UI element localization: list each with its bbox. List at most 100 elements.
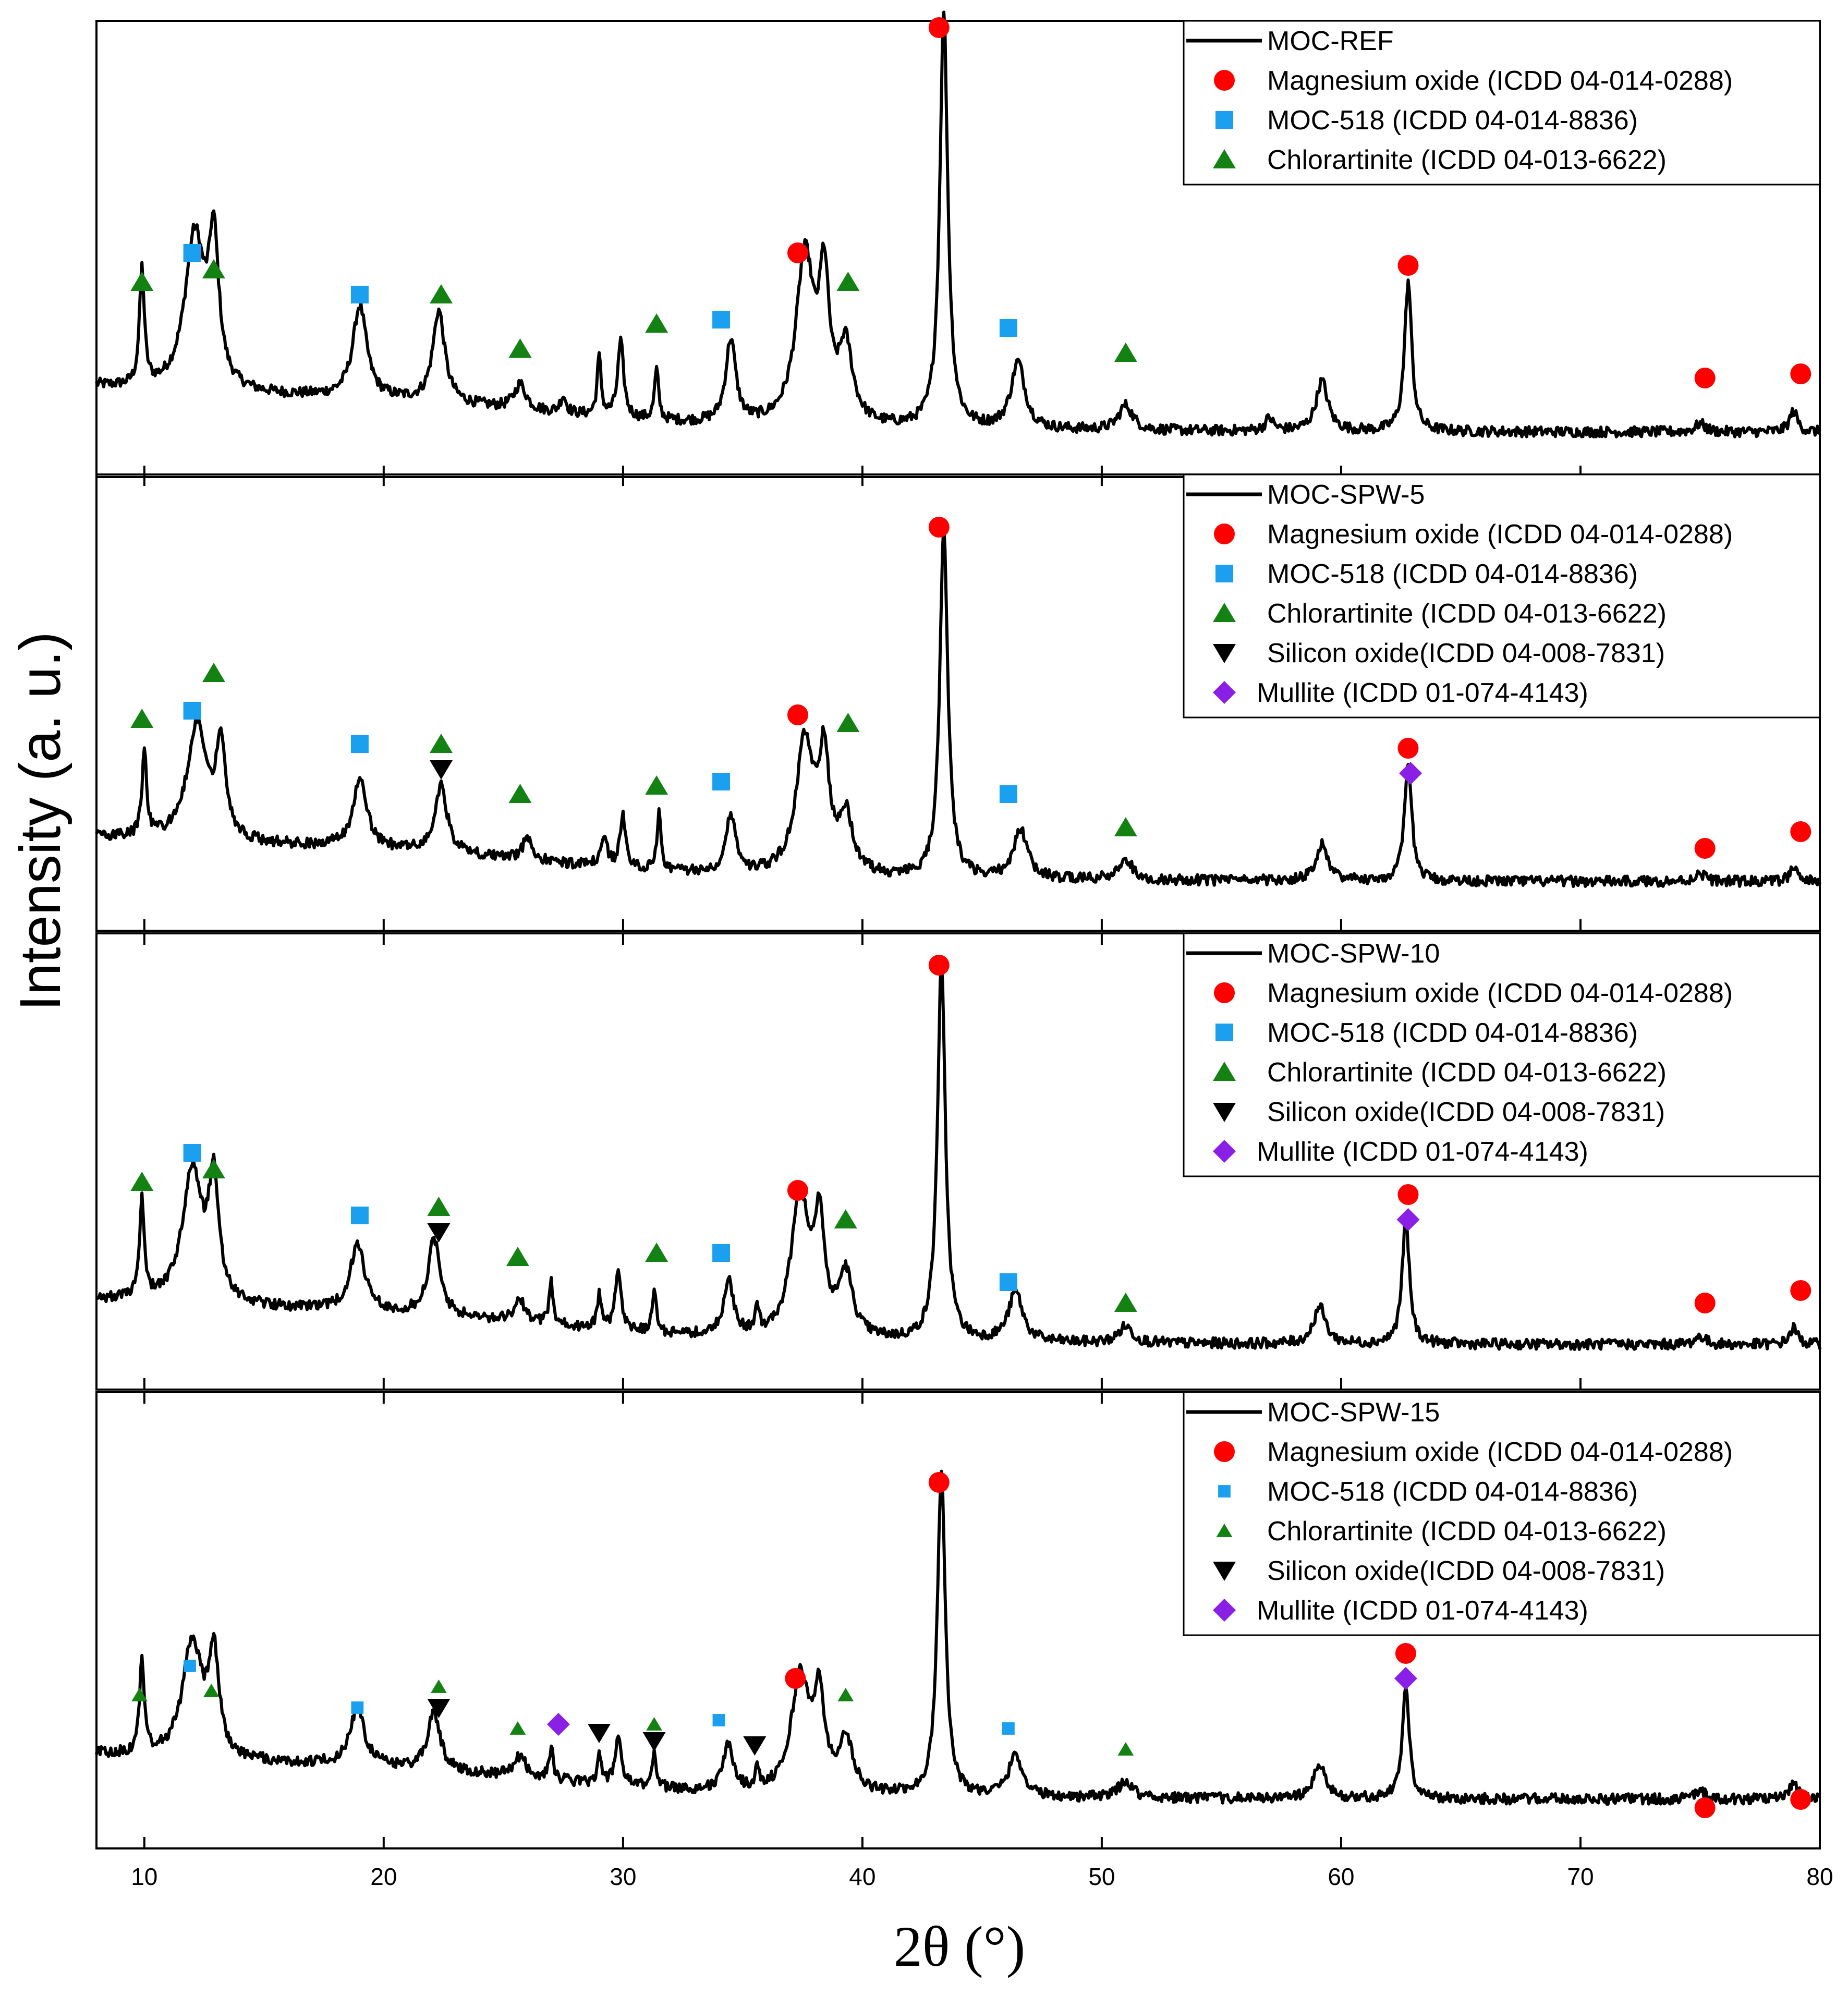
legend-marker-circle bbox=[1214, 524, 1235, 544]
marker-silicon-oxide bbox=[427, 1699, 451, 1718]
legend-marker-square bbox=[1215, 111, 1233, 129]
marker-chlorartinite bbox=[645, 775, 668, 795]
x-tick-label: 50 bbox=[1088, 1863, 1115, 1890]
legend-marker-square bbox=[1218, 1485, 1231, 1498]
legend-label: Chlorartinite (ICDD 04-013-6622) bbox=[1267, 599, 1667, 629]
marker-chlorartinite bbox=[1114, 1293, 1137, 1312]
legend-marker-square bbox=[1215, 1024, 1233, 1041]
marker-mullite bbox=[1399, 762, 1423, 785]
marker-magnesium-oxide bbox=[787, 1180, 808, 1201]
marker-chlorartinite bbox=[202, 663, 225, 682]
marker-moc518 bbox=[184, 1660, 196, 1672]
marker-chlorartinite bbox=[837, 1688, 854, 1701]
y-axis-title: Intensity (a. u.) bbox=[8, 631, 72, 1011]
legend-marker-square bbox=[1215, 565, 1233, 582]
legend-box bbox=[1183, 932, 1821, 1177]
marker-moc518 bbox=[183, 1144, 201, 1162]
marker-chlorartinite bbox=[430, 734, 453, 753]
legend-label: MOC-518 (ICDD 04-014-8836) bbox=[1267, 559, 1638, 589]
marker-silicon-oxide bbox=[743, 1736, 767, 1756]
x-tick-label: 60 bbox=[1328, 1863, 1354, 1890]
marker-chlorartinite bbox=[1117, 1742, 1134, 1756]
legend: MOC-REF Magnesium oxide (ICDD 04-014-0288… bbox=[1183, 20, 1821, 186]
legend-box bbox=[1183, 473, 1821, 719]
legend-label: MOC-SPW-5 bbox=[1267, 480, 1425, 510]
marker-moc518 bbox=[183, 702, 201, 720]
marker-magnesium-oxide bbox=[1395, 1643, 1416, 1664]
marker-moc518 bbox=[999, 319, 1017, 337]
legend: MOC-SPW-10 Magnesium oxide (ICDD 04-014-0… bbox=[1183, 932, 1821, 1177]
legend-label: MOC-518 (ICDD 04-014-8836) bbox=[1267, 1477, 1638, 1507]
marker-magnesium-oxide bbox=[1694, 1293, 1716, 1313]
xrd-pattern-line bbox=[95, 10, 1821, 439]
marker-chlorartinite bbox=[130, 709, 154, 728]
marker-chlorartinite bbox=[509, 1721, 526, 1735]
marker-mullite bbox=[1394, 1667, 1417, 1690]
panel-moc-spw-5: MOC-SPW-5 Magnesium oxide (ICDD 04-014-02… bbox=[95, 473, 1821, 932]
legend-label: MOC-SPW-10 bbox=[1267, 939, 1440, 969]
marker-chlorartinite bbox=[645, 313, 668, 333]
legend-label: Mullite (ICDD 01-074-4143) bbox=[1257, 678, 1588, 708]
marker-moc518 bbox=[183, 244, 201, 262]
legend-label: Mullite (ICDD 01-074-4143) bbox=[1257, 1137, 1588, 1167]
marker-mullite bbox=[546, 1713, 570, 1736]
x-tick-label: 10 bbox=[131, 1863, 157, 1890]
legend-label: Magnesium oxide (ICDD 04-014-0288) bbox=[1267, 978, 1733, 1008]
marker-moc518 bbox=[351, 1701, 364, 1714]
legend-label: MOC-518 (ICDD 04-014-8836) bbox=[1267, 1018, 1638, 1048]
marker-magnesium-oxide bbox=[1397, 1184, 1419, 1205]
xrd-pattern-line bbox=[95, 959, 1821, 1351]
legend-label: Silicon oxide(ICDD 04-008-7831) bbox=[1267, 1097, 1665, 1127]
legend-marker-triangle-up bbox=[1213, 603, 1236, 622]
marker-silicon-oxide bbox=[587, 1724, 611, 1743]
panels-group: MOC-REF Magnesium oxide (ICDD 04-014-0288… bbox=[95, 10, 1821, 1849]
legend-marker-circle bbox=[1214, 982, 1235, 1003]
marker-chlorartinite bbox=[131, 1688, 148, 1701]
x-tick-label: 30 bbox=[610, 1863, 636, 1890]
marker-magnesium-oxide bbox=[1790, 363, 1811, 384]
x-tick-label: 40 bbox=[849, 1863, 876, 1890]
x-tick-label: 80 bbox=[1806, 1863, 1833, 1890]
marker-moc518 bbox=[712, 1244, 731, 1262]
marker-silicon-oxide bbox=[642, 1732, 666, 1751]
marker-silicon-oxide bbox=[430, 760, 453, 780]
marker-moc518 bbox=[350, 286, 369, 303]
panel-moc-spw-15: MOC-SPW-15 Magnesium oxide (ICDD 04-014-0… bbox=[95, 1391, 1821, 1849]
marker-chlorartinite bbox=[834, 1209, 857, 1228]
marker-magnesium-oxide bbox=[1397, 738, 1419, 759]
legend-marker-triangle-up bbox=[1216, 1524, 1233, 1537]
legend-label: MOC-518 (ICDD 04-014-8836) bbox=[1267, 105, 1638, 136]
legend: MOC-SPW-5 Magnesium oxide (ICDD 04-014-02… bbox=[1183, 473, 1821, 719]
legend-marker-triangle-down bbox=[1213, 1103, 1236, 1122]
legend-marker-diamond bbox=[1213, 1599, 1236, 1622]
legend-marker-triangle-down bbox=[1213, 1562, 1236, 1581]
marker-moc518 bbox=[712, 773, 731, 790]
legend-label: Chlorartinite (ICDD 04-013-6622) bbox=[1267, 1057, 1667, 1088]
marker-chlorartinite bbox=[508, 784, 532, 803]
marker-chlorartinite bbox=[130, 1172, 154, 1191]
panel-moc-ref: MOC-REF Magnesium oxide (ICDD 04-014-0288… bbox=[95, 10, 1821, 478]
x-tick-label: 70 bbox=[1567, 1863, 1594, 1890]
legend-marker-triangle-up bbox=[1213, 1062, 1236, 1081]
marker-chlorartinite bbox=[508, 338, 532, 358]
legend-label: Silicon oxide(ICDD 04-008-7831) bbox=[1267, 1556, 1665, 1586]
marker-magnesium-oxide bbox=[785, 1668, 806, 1689]
x-tick-label: 20 bbox=[370, 1863, 397, 1890]
legend-label: Chlorartinite (ICDD 04-013-6622) bbox=[1267, 1516, 1667, 1547]
legend-marker-circle bbox=[1214, 1441, 1235, 1462]
legend-label: Silicon oxide(ICDD 04-008-7831) bbox=[1267, 638, 1665, 668]
marker-moc518 bbox=[1002, 1722, 1015, 1735]
marker-magnesium-oxide bbox=[1694, 838, 1716, 859]
marker-magnesium-oxide bbox=[928, 955, 950, 976]
marker-chlorartinite bbox=[836, 272, 860, 291]
marker-chlorartinite bbox=[130, 272, 154, 291]
legend-label: Chlorartinite (ICDD 04-013-6622) bbox=[1267, 145, 1667, 175]
marker-magnesium-oxide bbox=[928, 1472, 950, 1493]
x-axis: 10 20 30 40 50 60 70 80 bbox=[131, 1863, 1833, 1890]
marker-mullite bbox=[1396, 1208, 1420, 1231]
marker-magnesium-oxide bbox=[1694, 1797, 1716, 1818]
legend-box bbox=[1183, 20, 1821, 186]
marker-chlorartinite bbox=[646, 1717, 662, 1731]
marker-magnesium-oxide bbox=[1790, 1280, 1811, 1301]
